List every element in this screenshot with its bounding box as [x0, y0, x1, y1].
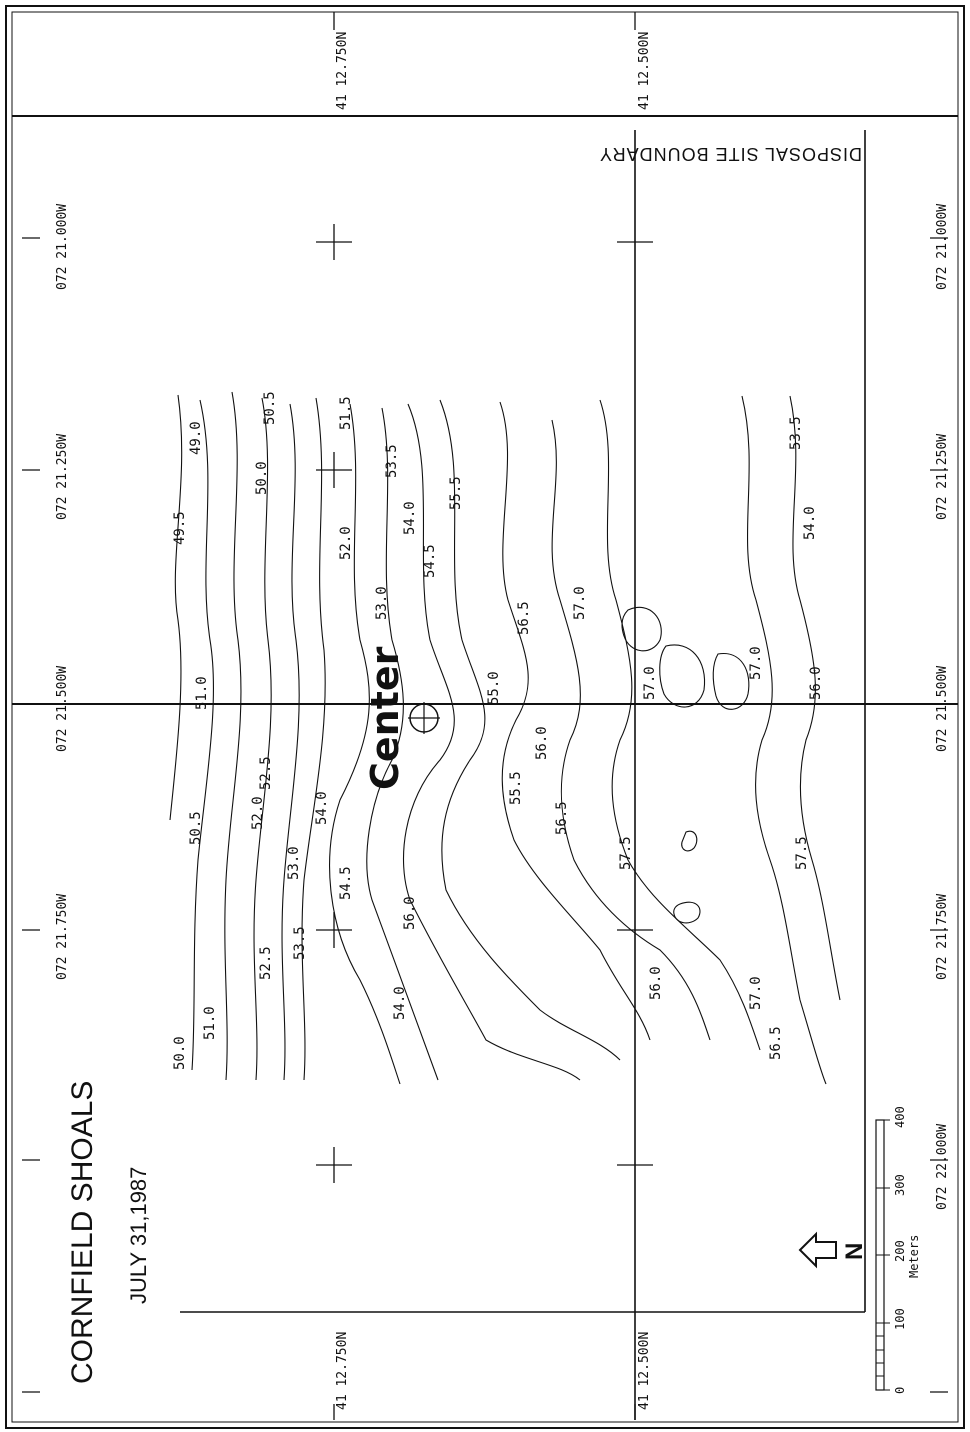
lon-label-left: 072 21.500W [55, 666, 70, 752]
contour-label: 54.0 [802, 506, 818, 540]
contour-label: 55.0 [486, 671, 502, 705]
contour-label: 52.0 [338, 526, 354, 560]
contour-label: 56.0 [808, 666, 824, 700]
contour-label: 54.0 [392, 986, 408, 1020]
contour-label: 56.0 [402, 896, 418, 930]
contour-labels: 49.0 49.5 50.0 50.5 51.5 52.0 53.5 53.0 … [172, 391, 824, 1070]
lat-label-top: 41 12.500N [637, 32, 652, 110]
north-arrow-icon [798, 1231, 837, 1269]
contour-label: 49.0 [188, 421, 204, 455]
contour-label: 54.5 [338, 866, 354, 900]
lon-label-right: 072 21.250W [935, 434, 950, 520]
lon-label-left: 072 21.000W [55, 204, 70, 290]
map-title: CORNFIELD SHOALS [66, 1081, 99, 1384]
contour-label: 54.0 [314, 791, 330, 825]
contour-label: 53.0 [286, 846, 302, 880]
longitude-labels: 072 21.000W 072 21.250W 072 21.500W 072 … [55, 204, 950, 1210]
scale-tick-label: 300 [893, 1174, 907, 1196]
latitude-labels: 41 12.750N 41 12.500N 41 12.750N 41 12.5… [335, 32, 652, 1410]
boundary-label: DISPOSAL SITE BOUNDARY [599, 144, 862, 164]
grid-crosshairs [22, 12, 948, 1420]
scale-tick-label: 0 [893, 1387, 907, 1394]
contour-label: 57.0 [642, 666, 658, 700]
depth-contours [169, 391, 841, 1085]
lon-label-right: 072 21.500W [935, 666, 950, 752]
center-marker [408, 702, 440, 734]
contour-label: 57.0 [572, 586, 588, 620]
contour-label: 56.5 [554, 801, 570, 835]
scale-bar: 0 100 200 300 400 Meters [875, 1106, 921, 1394]
lat-label-top: 41 12.750N [335, 32, 350, 110]
north-label: N [841, 1243, 868, 1260]
lon-label-right: 072 21.750W [935, 894, 950, 980]
inner-frame [11, 11, 959, 1423]
contour-label: 53.5 [788, 416, 804, 450]
contour-label: 51.5 [338, 396, 354, 430]
contour-label: 56.0 [648, 966, 664, 1000]
contour-label: 51.0 [202, 1006, 218, 1040]
contour-label: 56.5 [516, 601, 532, 635]
scale-unit-label: Meters [907, 1235, 921, 1278]
contour-label: 54.0 [402, 501, 418, 535]
contour-label: 53.0 [374, 586, 390, 620]
scale-tick-label: 200 [893, 1240, 907, 1262]
lon-label-left: 072 21.250W [55, 434, 70, 520]
contour-label: 55.5 [508, 771, 524, 805]
contour-label: 57.0 [748, 976, 764, 1010]
contour-label: 52.5 [258, 946, 274, 980]
scale-tick-label: 100 [893, 1308, 907, 1330]
contour-label: 57.5 [794, 836, 810, 870]
contour-label: 50.0 [172, 1036, 188, 1070]
contour-label: 53.5 [292, 926, 308, 960]
contour-label: 57.5 [618, 836, 634, 870]
contour-label: 51.0 [194, 676, 210, 710]
lon-label-right: 072 21.000W [935, 204, 950, 290]
contour-label: 53.5 [384, 444, 400, 478]
contour-label: 50.5 [262, 391, 278, 425]
contour-label: 57.0 [748, 646, 764, 680]
lon-label-left: 072 21.750W [55, 894, 70, 980]
contour-label: 54.5 [422, 544, 438, 578]
outer-frame [5, 5, 965, 1429]
contour-label: 50.5 [188, 811, 204, 845]
contour-label: 55.5 [448, 476, 464, 510]
scale-tick-label: 400 [893, 1106, 907, 1128]
contour-label: 56.5 [768, 1026, 784, 1060]
contour-label: 52.0 [250, 796, 266, 830]
contour-label: 56.0 [534, 726, 550, 760]
contour-label: 49.5 [172, 511, 188, 545]
contour-label: 50.0 [254, 461, 270, 495]
center-label: Center [363, 646, 407, 790]
contour-label: 52.5 [258, 756, 274, 790]
map-date: JULY 31,1987 [126, 1167, 151, 1304]
lat-label-bottom: 41 12.500N [637, 1332, 652, 1410]
lon-label-right: 072 22.000W [935, 1124, 950, 1210]
lat-label-bottom: 41 12.750N [335, 1332, 350, 1410]
north-arrow: N [798, 1231, 868, 1269]
